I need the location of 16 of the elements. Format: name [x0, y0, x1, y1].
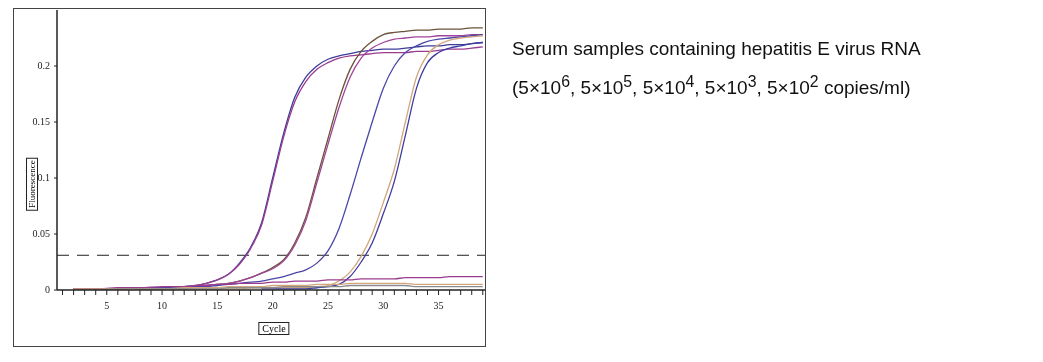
x-tick-label: 25	[322, 300, 333, 311]
x-tick-label: 5	[104, 300, 110, 311]
x-axis-title: Cycle	[258, 322, 290, 335]
y-tick-label: 0.05	[32, 228, 50, 239]
x-tick-label: 15	[212, 300, 223, 311]
x-tick-label: 10	[157, 300, 168, 311]
text: (5×10$^{6}$, 5×10$^{5}$, 5×10$^{4}$, 5×10$^{3}$, 5×10$^{2}$ copies/ml)	[512, 73, 911, 99]
x-tick-label: 30	[378, 300, 389, 311]
y-tick-label: 0	[45, 284, 50, 295]
y-tick-label: 0.2	[37, 60, 50, 71]
x-tick-label: 35	[433, 300, 444, 311]
y-axis-title: Fluorescence	[26, 157, 38, 211]
text: Serum samples containing hepatitis E virus RNA	[512, 37, 921, 61]
x-tick-label: 20	[267, 300, 278, 311]
y-tick-label: 0.15	[32, 116, 50, 127]
y-tick-label: 0.1	[37, 172, 50, 183]
